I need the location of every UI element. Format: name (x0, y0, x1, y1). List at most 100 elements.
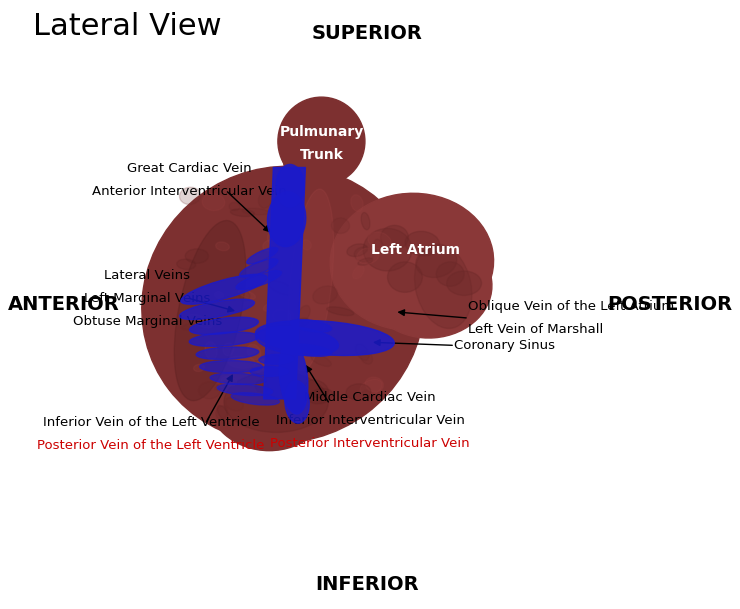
Ellipse shape (200, 361, 262, 373)
Ellipse shape (142, 166, 425, 443)
Ellipse shape (357, 248, 379, 264)
Ellipse shape (279, 341, 308, 414)
Ellipse shape (225, 397, 243, 411)
Ellipse shape (255, 326, 338, 356)
Ellipse shape (272, 309, 294, 323)
Ellipse shape (180, 187, 201, 205)
Ellipse shape (278, 97, 365, 185)
Ellipse shape (363, 390, 373, 398)
Ellipse shape (276, 164, 304, 207)
Ellipse shape (215, 379, 235, 390)
Ellipse shape (351, 195, 363, 211)
Text: Oblique Vein of the Left Atrium: Oblique Vein of the Left Atrium (468, 300, 674, 313)
Text: POSTERIOR: POSTERIOR (607, 295, 732, 314)
Text: Posterior Vein of the Left Ventricle: Posterior Vein of the Left Ventricle (37, 438, 264, 452)
Ellipse shape (332, 218, 349, 233)
Ellipse shape (180, 299, 255, 320)
Ellipse shape (224, 371, 329, 432)
Ellipse shape (269, 281, 294, 295)
Ellipse shape (258, 191, 272, 208)
Text: Inferior Interventricular Vein: Inferior Interventricular Vein (276, 414, 465, 427)
Ellipse shape (346, 384, 371, 400)
Ellipse shape (181, 274, 267, 304)
Ellipse shape (255, 380, 268, 392)
Ellipse shape (272, 222, 289, 231)
Ellipse shape (289, 189, 334, 371)
Ellipse shape (295, 320, 303, 332)
Ellipse shape (354, 247, 374, 262)
Ellipse shape (313, 286, 337, 304)
Ellipse shape (205, 342, 217, 360)
Text: Left Marginal Veins: Left Marginal Veins (84, 292, 211, 305)
Ellipse shape (358, 258, 373, 266)
Ellipse shape (228, 356, 255, 368)
Ellipse shape (177, 259, 195, 269)
Text: Pulmunary: Pulmunary (279, 125, 363, 138)
Ellipse shape (283, 128, 353, 189)
Text: SUPERIOR: SUPERIOR (312, 24, 422, 43)
Ellipse shape (355, 344, 369, 361)
Ellipse shape (217, 384, 272, 396)
Ellipse shape (263, 300, 286, 311)
Ellipse shape (347, 244, 368, 256)
Ellipse shape (416, 246, 457, 278)
Ellipse shape (414, 244, 472, 328)
Ellipse shape (229, 202, 240, 211)
Ellipse shape (285, 385, 297, 396)
Ellipse shape (301, 240, 312, 250)
Ellipse shape (236, 270, 281, 290)
Ellipse shape (216, 406, 227, 419)
Text: Trunk: Trunk (300, 148, 343, 161)
Ellipse shape (367, 234, 492, 338)
Ellipse shape (388, 262, 423, 292)
Text: Great Cardiac Vein: Great Cardiac Vein (127, 161, 252, 175)
Ellipse shape (290, 320, 332, 332)
Ellipse shape (447, 271, 482, 295)
Text: Anterior Interventricular Vein: Anterior Interventricular Vein (92, 185, 286, 198)
Text: ANTERIOR: ANTERIOR (8, 295, 120, 314)
Text: Coronary Sinus: Coronary Sinus (454, 339, 555, 352)
Ellipse shape (296, 318, 309, 326)
Ellipse shape (240, 259, 278, 277)
Ellipse shape (304, 380, 329, 398)
Ellipse shape (360, 351, 372, 364)
Ellipse shape (405, 231, 440, 256)
Ellipse shape (285, 381, 309, 423)
Ellipse shape (311, 354, 332, 367)
Text: Lateral View: Lateral View (33, 12, 221, 41)
Ellipse shape (255, 320, 394, 356)
Ellipse shape (210, 373, 266, 384)
Ellipse shape (174, 220, 246, 401)
Ellipse shape (242, 208, 269, 215)
Ellipse shape (238, 290, 255, 299)
Ellipse shape (353, 266, 364, 279)
Ellipse shape (189, 332, 259, 347)
Ellipse shape (202, 194, 225, 211)
Ellipse shape (185, 249, 209, 263)
Ellipse shape (246, 248, 278, 264)
Ellipse shape (194, 364, 204, 371)
Text: Middle Cardiac Vein: Middle Cardiac Vein (304, 390, 436, 404)
Ellipse shape (309, 389, 333, 404)
Ellipse shape (164, 189, 305, 420)
Text: INFERIOR: INFERIOR (314, 575, 418, 594)
Text: Left Atrium: Left Atrium (371, 243, 460, 256)
Ellipse shape (198, 382, 220, 399)
Ellipse shape (230, 209, 255, 217)
Ellipse shape (223, 343, 234, 356)
Text: Obtuse Marginal Veins: Obtuse Marginal Veins (73, 315, 222, 328)
Text: Inferior Vein of the Left Ventricle: Inferior Vein of the Left Ventricle (42, 415, 259, 429)
Ellipse shape (267, 230, 289, 248)
Ellipse shape (218, 406, 228, 420)
Ellipse shape (263, 239, 278, 251)
Polygon shape (263, 167, 306, 399)
Ellipse shape (250, 367, 289, 376)
Ellipse shape (267, 310, 291, 328)
Ellipse shape (366, 377, 383, 392)
Ellipse shape (186, 177, 311, 311)
Ellipse shape (363, 228, 412, 271)
Ellipse shape (327, 307, 354, 315)
Ellipse shape (360, 379, 383, 395)
Ellipse shape (437, 262, 464, 286)
Ellipse shape (247, 344, 261, 360)
